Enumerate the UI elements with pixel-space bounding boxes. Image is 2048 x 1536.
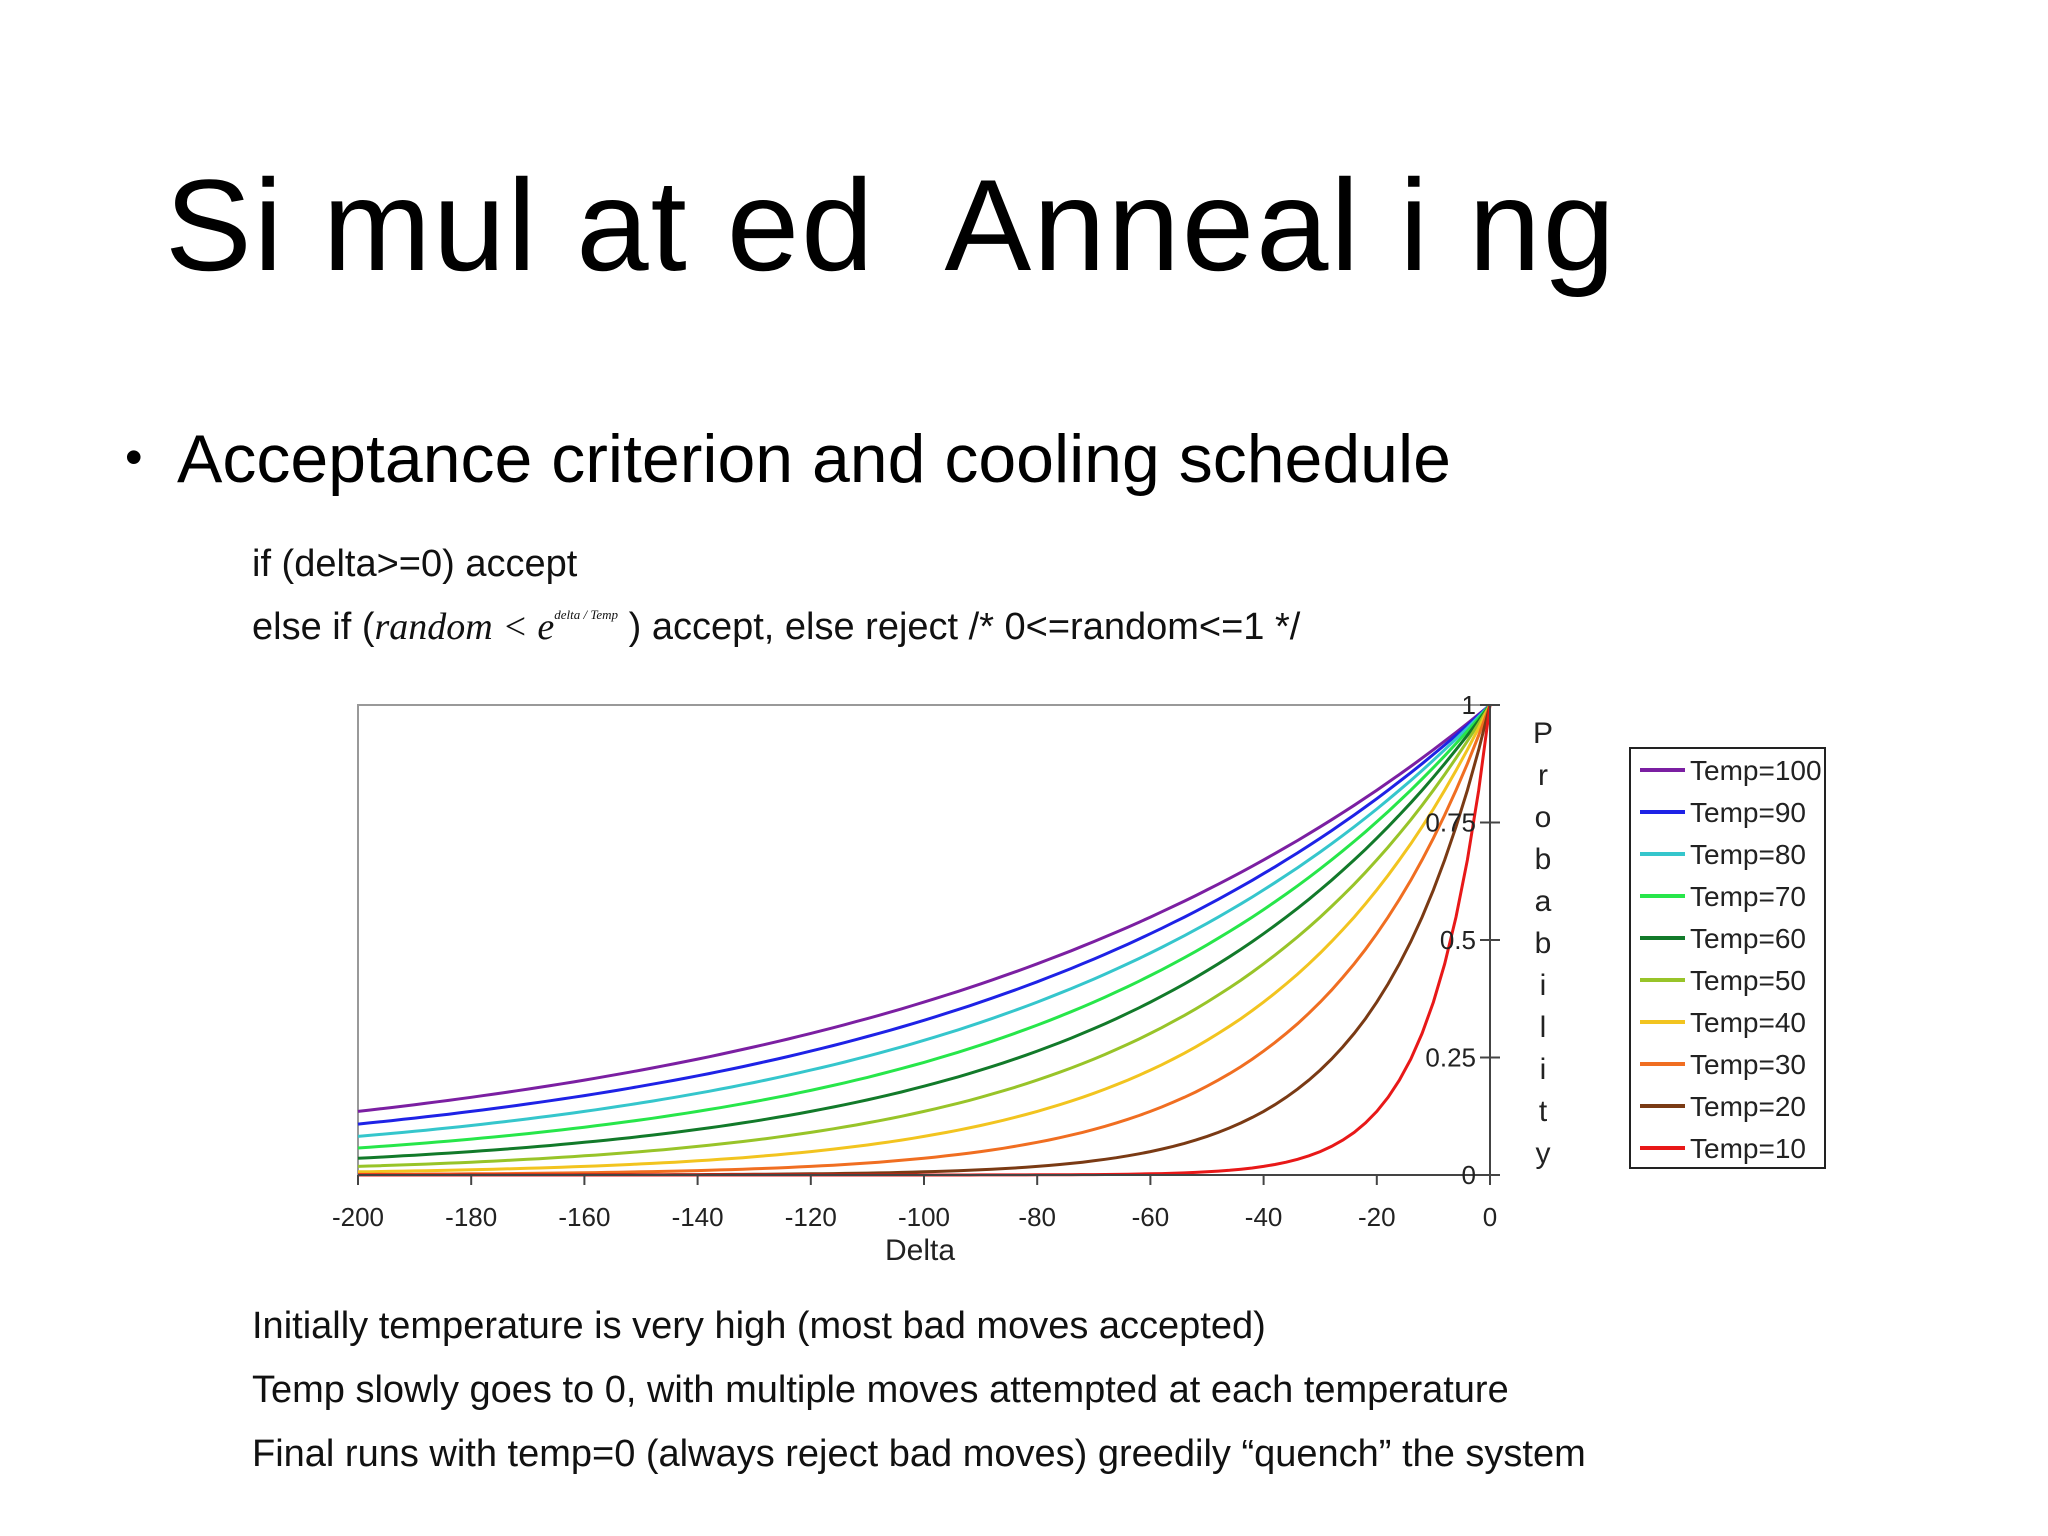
x-tick-label: -140 (672, 1202, 724, 1232)
y-tick-label: 0.25 (1425, 1043, 1476, 1073)
y-axis-label-char: r (1538, 759, 1548, 792)
legend-label: Temp=20 (1690, 1091, 1806, 1122)
x-tick-label: -160 (558, 1202, 610, 1232)
y-axis: 0 0.25 0.5 0.75 1 (1425, 690, 1500, 1190)
y-axis-label-char: b (1535, 927, 1552, 960)
series-line-temp-60 (357, 704, 1492, 1160)
y-tick-label: 0.5 (1440, 925, 1476, 955)
y-axis-label-char: y (1536, 1137, 1551, 1170)
y-axis-label-char: l (1540, 1011, 1547, 1044)
x-axis: -200 -180 -160 -140 -120 -100 -80 -60 -40 -20 0 (332, 1174, 1497, 1232)
math-formula: random < edelta / Temp (374, 606, 618, 648)
y-axis-label-char: b (1535, 843, 1552, 876)
series-line-temp-100 (357, 703, 1491, 1113)
code-suffix: ) accept, else reject /* 0<=random<=1 */ (618, 606, 1301, 648)
y-tick-label: 0.75 (1425, 808, 1476, 838)
plot-border (357, 704, 1491, 1176)
y-axis-label-char: o (1535, 801, 1552, 834)
legend-label: Temp=10 (1690, 1133, 1806, 1164)
x-tick-label: -60 (1132, 1202, 1170, 1232)
series-line-temp-40 (357, 704, 1492, 1174)
series-line-temp-30 (358, 704, 1492, 1176)
x-tick-label: -200 (332, 1202, 384, 1232)
legend-label: Temp=50 (1690, 965, 1806, 996)
math-base: random < e (374, 606, 555, 648)
y-tick-label: 1 (1462, 690, 1476, 720)
y-axis-label-char: t (1539, 1095, 1548, 1128)
series-line-temp-80 (357, 703, 1492, 1138)
code-line-else-if: else if (random < edelta / Temp ) accept… (252, 608, 1300, 646)
note-line-2: Temp slowly goes to 0, with multiple mov… (252, 1369, 1509, 1411)
legend-label: Temp=70 (1690, 881, 1806, 912)
series-line-temp-90 (357, 703, 1492, 1126)
series-line-temp-50 (357, 704, 1492, 1168)
bullet-item: • Acceptance criterion and cooling schedu… (125, 425, 1451, 493)
plot-frame (357, 704, 1491, 1176)
legend-label: Temp=30 (1690, 1049, 1806, 1080)
x-tick-label: 0 (1483, 1202, 1497, 1232)
x-tick-label: -80 (1018, 1202, 1056, 1232)
x-tick-label: -120 (785, 1202, 837, 1232)
series-layer (357, 703, 1492, 1177)
legend-label: Temp=60 (1690, 923, 1806, 954)
legend: Temp=100 Temp=90 Temp=80 Temp=70 Temp=60 Temp… (1629, 747, 1826, 1169)
x-tick-label: -40 (1245, 1202, 1283, 1232)
x-tick-label: -180 (445, 1202, 497, 1232)
y-tick-label: 0 (1462, 1160, 1476, 1190)
y-axis-label-char: P (1533, 717, 1553, 750)
code-line-accept: if (delta>=0) accept (252, 543, 578, 585)
y-axis-label-char: i (1540, 969, 1547, 1002)
math-exponent: delta / Temp (554, 607, 619, 622)
legend-label: Temp=100 (1690, 755, 1822, 786)
bullet-dot: • (125, 429, 143, 485)
y-axis-label-char: a (1535, 885, 1552, 918)
slide-title: Si mul at ed Anneal i ng (165, 152, 1618, 298)
x-tick-label: -100 (898, 1202, 950, 1232)
note-line-1: Initially temperature is very high (most… (252, 1305, 1266, 1347)
note-line-3: Final runs with temp=0 (always reject ba… (252, 1433, 1586, 1475)
x-axis-label: Delta (885, 1234, 955, 1267)
series-line-temp-70 (357, 704, 1492, 1150)
legend-label: Temp=40 (1690, 1007, 1806, 1038)
x-tick-label: -20 (1358, 1202, 1396, 1232)
legend-label: Temp=90 (1690, 797, 1806, 828)
y-axis-label-char: i (1540, 1053, 1547, 1086)
legend-box (1629, 747, 1826, 1169)
bullet-text: Acceptance criterion and cooling schedul… (177, 421, 1451, 497)
code-prefix: else if ( (252, 606, 375, 648)
legend-label: Temp=80 (1690, 839, 1806, 870)
